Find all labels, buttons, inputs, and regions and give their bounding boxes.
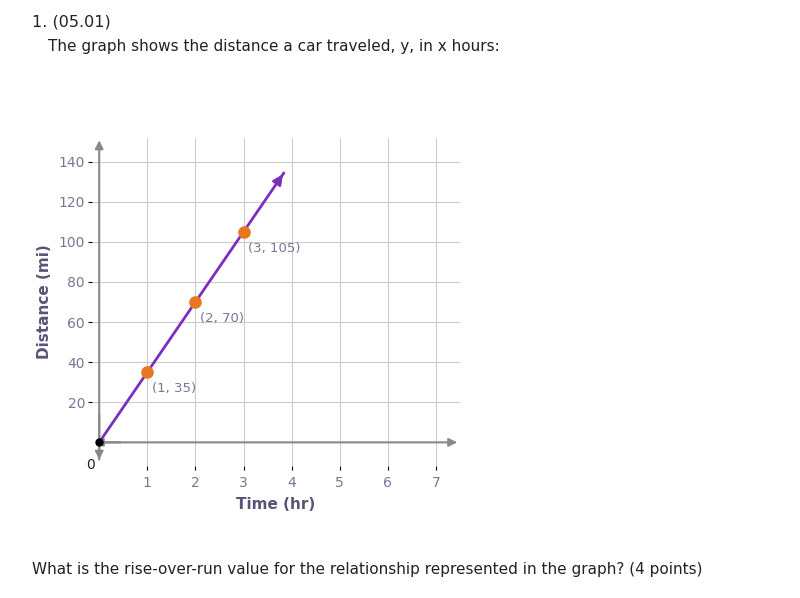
Text: The graph shows the distance a car traveled, y, in x hours:: The graph shows the distance a car trave… [48, 39, 500, 54]
Point [189, 297, 202, 307]
X-axis label: Time (hr): Time (hr) [236, 497, 316, 512]
Text: (2, 70): (2, 70) [200, 312, 244, 325]
Point [141, 367, 154, 377]
Text: 0: 0 [86, 459, 95, 472]
Text: (3, 105): (3, 105) [248, 242, 301, 255]
Text: 1. (05.01): 1. (05.01) [32, 15, 110, 30]
Y-axis label: Distance (mi): Distance (mi) [37, 245, 52, 359]
Point [237, 227, 250, 237]
Text: What is the rise-over-run value for the relationship represented in the graph? (: What is the rise-over-run value for the … [32, 562, 702, 577]
Text: (1, 35): (1, 35) [152, 382, 196, 395]
